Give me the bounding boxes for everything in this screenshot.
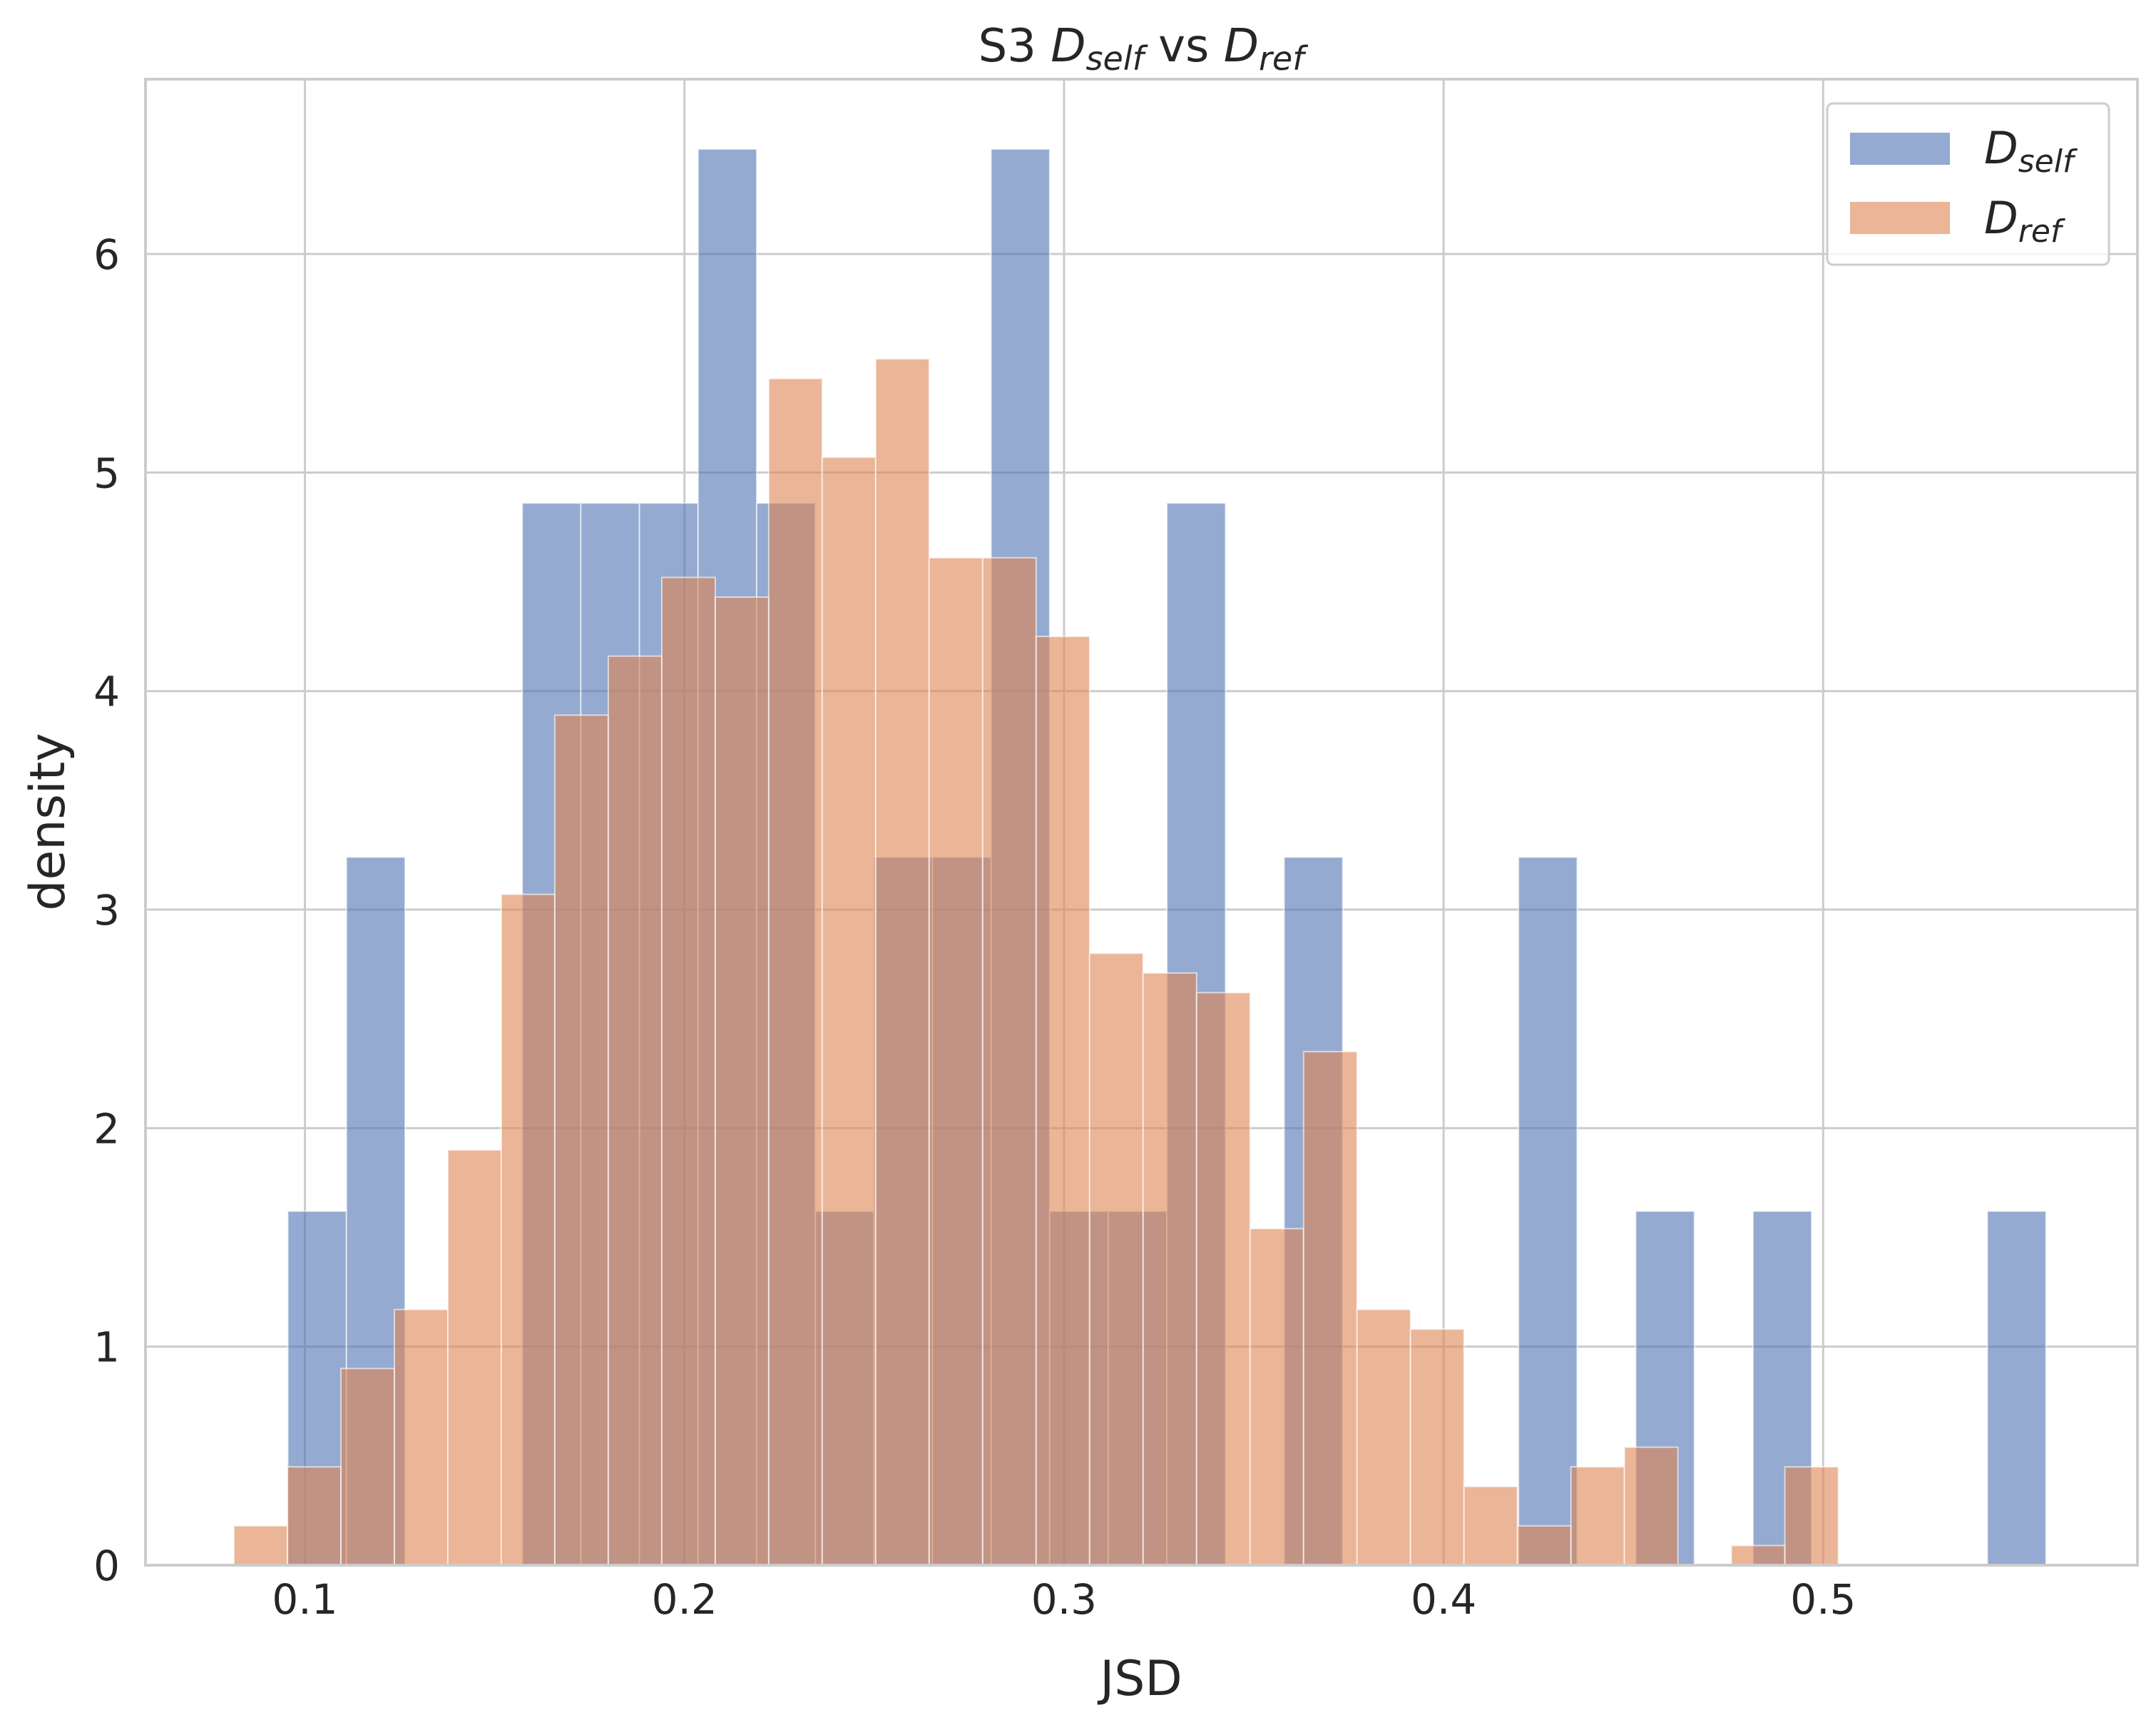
x-tick-labels: 0.1 0.2 0.3 0.4 0.5 <box>272 1575 1856 1624</box>
chart-title-prefix: S3 <box>979 20 1036 73</box>
bar-ref <box>928 556 984 1566</box>
bar-ref <box>1302 1051 1358 1566</box>
bar-ref <box>1516 1525 1572 1567</box>
bar-ref <box>1356 1308 1411 1566</box>
y-axis-label: density <box>20 733 76 910</box>
legend-swatch-dref <box>1850 202 1950 234</box>
chart-title-series2-base: D <box>1224 20 1259 73</box>
x-tick-label: 0.1 <box>272 1575 337 1624</box>
bar-ref <box>286 1466 342 1566</box>
bar-self <box>1518 856 1578 1566</box>
bar-ref <box>393 1308 449 1566</box>
y-tick-label: 0 <box>93 1542 120 1590</box>
legend-label-dref-base: D <box>1984 192 2018 244</box>
legend-label-dself-sub: self <box>2018 143 2078 180</box>
bar-ref <box>1142 972 1197 1567</box>
bar-self <box>1986 1210 2047 1566</box>
bar-ref <box>607 655 663 1566</box>
chart-title-series1-sub: self <box>1086 39 1148 78</box>
bar-ref <box>714 596 770 1566</box>
chart-title-series1-base: D <box>1051 20 1085 73</box>
chart-title-series2-sub: ref <box>1259 39 1308 78</box>
bar-ref <box>1623 1446 1679 1567</box>
bar-ref <box>981 556 1037 1566</box>
bar-ref <box>1730 1545 1786 1567</box>
bar-ref <box>500 893 556 1566</box>
plot-frame <box>144 78 2139 1567</box>
y-tick-label: 6 <box>93 230 120 279</box>
bar-ref <box>767 377 823 1566</box>
legend-label-dref: Dref <box>1984 192 2066 250</box>
y-tick-label: 4 <box>93 668 120 716</box>
bar-ref <box>1463 1485 1518 1567</box>
x-axis-label: JSD <box>1097 1651 1182 1707</box>
legend-label-dself: Dself <box>1984 122 2078 180</box>
histogram-bars <box>233 148 2047 1567</box>
legend-label-dref-sub: ref <box>2018 213 2066 250</box>
legend-swatch-dself <box>1850 133 1950 165</box>
bar-ref <box>446 1149 502 1567</box>
legend-label-dself-base: D <box>1984 122 2018 174</box>
y-tick-label: 1 <box>93 1323 120 1372</box>
bar-ref <box>821 456 877 1566</box>
bar-ref <box>1570 1466 1625 1566</box>
legend: Dself Dref <box>1826 102 2110 266</box>
bar-ref <box>1249 1228 1304 1566</box>
bar-ref <box>660 576 716 1567</box>
y-tick-label: 2 <box>93 1104 120 1153</box>
bar-ref <box>1035 636 1090 1566</box>
bar-ref <box>339 1368 395 1566</box>
chart-title-joiner: vs <box>1158 20 1209 73</box>
bar-ref <box>1088 952 1144 1566</box>
bar-ref <box>1195 992 1251 1566</box>
x-tick-label: 0.4 <box>1411 1575 1476 1624</box>
x-tick-label: 0.3 <box>1031 1575 1097 1624</box>
bar-ref <box>553 714 609 1566</box>
y-tick-label: 3 <box>93 886 120 935</box>
x-tick-label: 0.2 <box>652 1575 717 1624</box>
bar-ref <box>874 358 930 1566</box>
y-tick-label: 5 <box>93 449 120 497</box>
series-ref <box>233 358 1839 1567</box>
bar-ref <box>233 1525 288 1567</box>
y-tick-labels: 0 1 2 3 4 5 6 <box>93 230 120 1590</box>
chart-title: S3 Dself vs Dref <box>979 20 1309 81</box>
bar-ref <box>1409 1328 1465 1566</box>
bar-ref <box>1784 1466 1839 1566</box>
x-tick-label: 0.5 <box>1790 1575 1856 1624</box>
legend-box <box>1826 102 2110 266</box>
